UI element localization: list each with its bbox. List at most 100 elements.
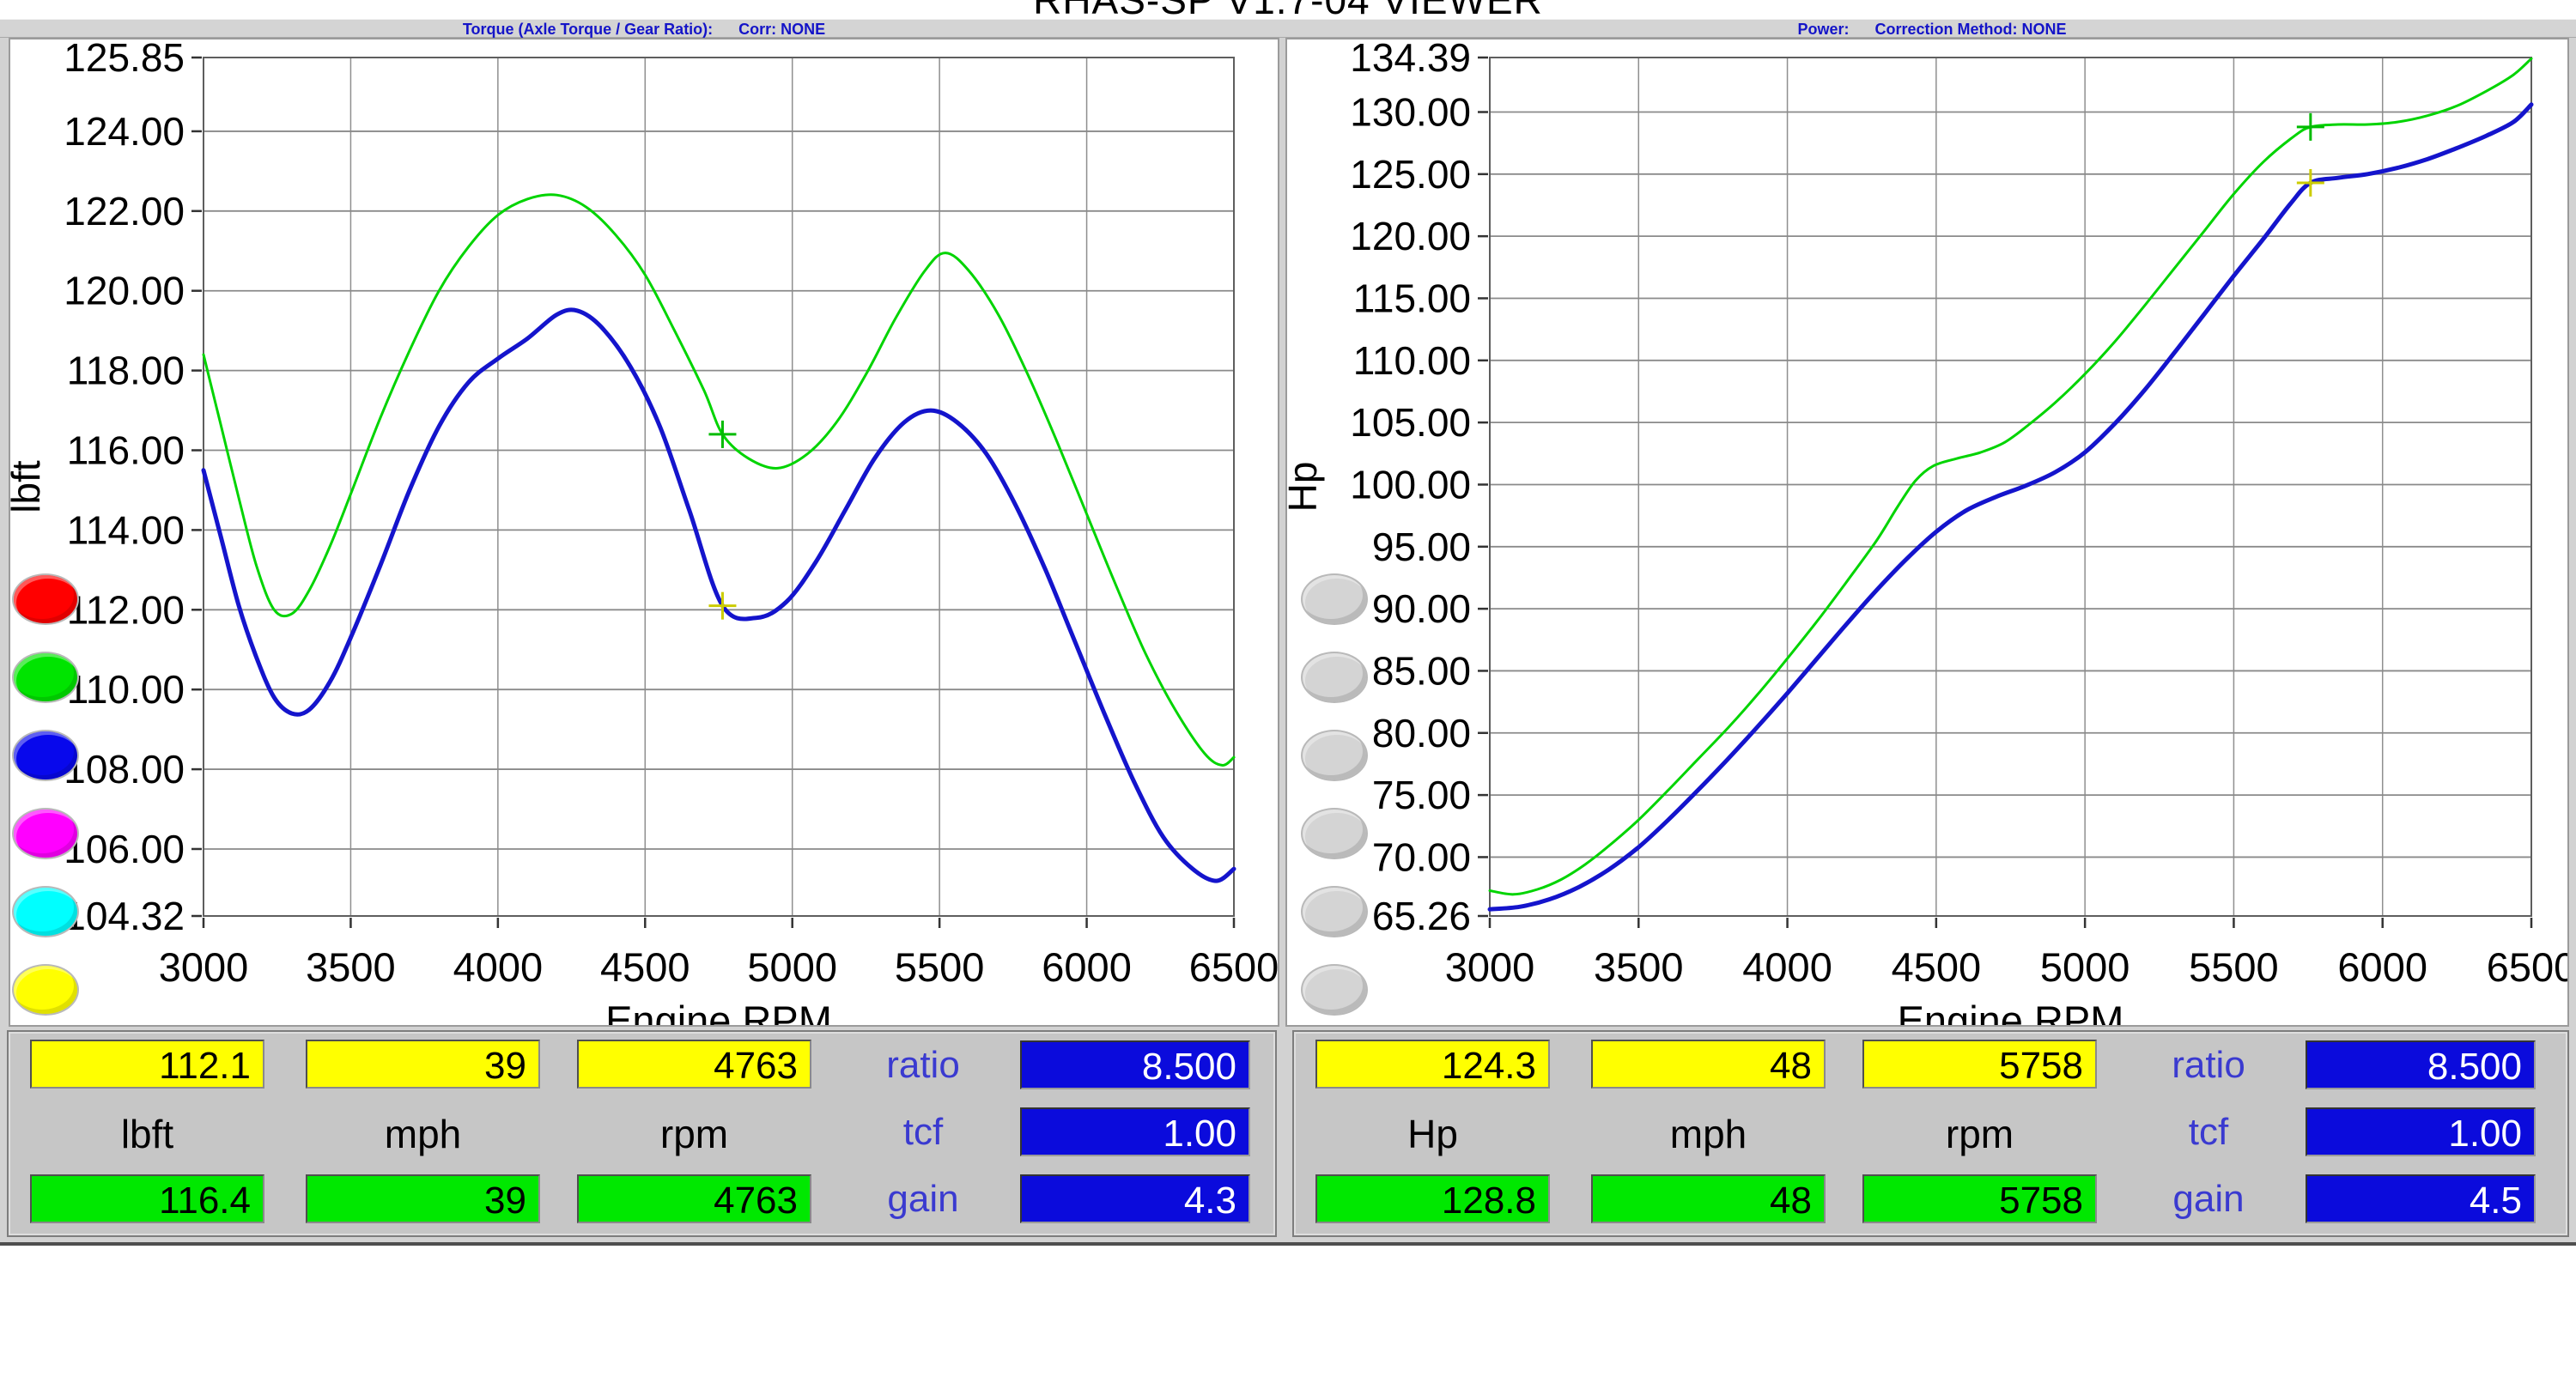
svg-text:4000: 4000: [1742, 944, 1832, 990]
run2-torque-value: 116.4: [30, 1174, 264, 1223]
svg-text:95.00: 95.00: [1372, 525, 1471, 569]
tcf-label: tcf: [902, 1111, 944, 1153]
gain-label: gain: [887, 1178, 959, 1220]
run-gray-button-4[interactable]: [1301, 886, 1368, 937]
unit-mph: mph: [1669, 1112, 1747, 1156]
torque-correction-label: Torque (Axle Torque / Gear Ratio): Corr:…: [462, 21, 826, 38]
torque-chart-plot[interactable]: 125.85 124.00 122.00 120.00 118.00 116.00 114.…: [10, 39, 1278, 1025]
svg-text:120.00: 120.00: [1350, 214, 1471, 258]
svg-text:115.00: 115.00: [1353, 276, 1471, 320]
run2-rpm-value: 5758: [1862, 1174, 2097, 1223]
run-color-button-4[interactable]: [12, 886, 79, 937]
run2-mph-value: 39: [306, 1174, 540, 1223]
svg-text:5000: 5000: [2040, 944, 2130, 990]
svg-text:112.00: 112.00: [67, 587, 185, 632]
run-color-button-1[interactable]: [12, 652, 79, 703]
torque-readout-panel: 112.1 39 4763 lbft mph rpm 116.4 39 4763…: [7, 1030, 1277, 1237]
run-color-button-0[interactable]: [12, 573, 79, 625]
svg-text:114.00: 114.00: [67, 507, 185, 552]
power-chart-plot[interactable]: 134.39 130.00 125.00 120.00 115.00 110.00 105.…: [1287, 39, 2567, 1025]
power-correction-label: Power: Correction Method: NONE: [1797, 21, 2067, 38]
svg-text:118.00: 118.00: [67, 349, 185, 393]
svg-text:130.00: 130.00: [1350, 90, 1471, 135]
unit-lbft: lbft: [120, 1112, 174, 1156]
tcf-value[interactable]: 1.00: [1020, 1107, 1250, 1156]
svg-text:120.00: 120.00: [64, 269, 185, 313]
svg-text:4000: 4000: [453, 944, 544, 990]
svg-text:5500: 5500: [895, 944, 985, 990]
svg-text:108.00: 108.00: [64, 747, 185, 792]
run-gray-button-0[interactable]: [1301, 573, 1368, 625]
svg-text:3500: 3500: [306, 944, 396, 990]
svg-text:125.00: 125.00: [1350, 152, 1471, 197]
svg-text:75.00: 75.00: [1372, 773, 1471, 817]
run2-hp-value: 128.8: [1315, 1174, 1550, 1223]
svg-text:4500: 4500: [1892, 944, 1982, 990]
window-title: RHAS-SP V1.7-04 VIEWER: [0, 0, 2576, 19]
svg-text:124.00: 124.00: [64, 109, 185, 154]
cursor-hp-value: 124.3: [1315, 1040, 1550, 1089]
svg-text:80.00: 80.00: [1372, 711, 1471, 755]
run-color-button-5[interactable]: [12, 964, 79, 1016]
gain-value[interactable]: 4.5: [2306, 1174, 2536, 1223]
run-gray-button-2[interactable]: [1301, 730, 1368, 781]
svg-text:134.39: 134.39: [1350, 39, 1471, 80]
svg-text:105.00: 105.00: [1350, 400, 1471, 445]
svg-text:70.00: 70.00: [1372, 834, 1471, 879]
cursor-rpm-value: 4763: [577, 1040, 811, 1089]
subheader-bar: Torque (Axle Torque / Gear Ratio): Corr:…: [0, 19, 2576, 38]
cursor-rpm-value: 5758: [1862, 1040, 2097, 1089]
svg-text:3500: 3500: [1594, 944, 1684, 990]
svg-text:106.00: 106.00: [64, 827, 185, 871]
gain-value[interactable]: 4.3: [1020, 1174, 1250, 1223]
svg-text:122.00: 122.00: [64, 189, 185, 234]
svg-text:85.00: 85.00: [1372, 648, 1471, 693]
svg-text:Engine RPM: Engine RPM: [605, 998, 832, 1025]
svg-text:6500: 6500: [1189, 944, 1278, 990]
tcf-label: tcf: [2188, 1111, 2229, 1153]
svg-text:6000: 6000: [2337, 944, 2427, 990]
svg-text:3000: 3000: [1445, 944, 1535, 990]
power-chart[interactable]: 134.39 130.00 125.00 120.00 115.00 110.00 105.…: [1285, 38, 2569, 1027]
ratio-value[interactable]: 8.500: [2306, 1040, 2536, 1089]
run-gray-button-5[interactable]: [1301, 964, 1368, 1016]
gain-label: gain: [2172, 1178, 2245, 1220]
ratio-label: ratio: [2172, 1044, 2245, 1086]
run-gray-button-3[interactable]: [1301, 808, 1368, 859]
title-strip: RHAS-SP V1.7-04 VIEWER: [0, 0, 2576, 19]
svg-text:110.00: 110.00: [1353, 338, 1471, 383]
svg-text:104.32: 104.32: [64, 894, 185, 938]
cursor-torque-value: 112.1: [30, 1040, 264, 1089]
cursor-mph-value: 39: [306, 1040, 540, 1089]
unit-mph: mph: [384, 1112, 462, 1156]
svg-text:3000: 3000: [159, 944, 249, 990]
run-gray-button-1[interactable]: [1301, 652, 1368, 703]
run-color-button-2[interactable]: [12, 730, 79, 781]
svg-text:5500: 5500: [2189, 944, 2279, 990]
footer-bar: HP S PERFORMANCE PRODUCTS Folder hps_12f…: [0, 1242, 2576, 1389]
torque-chart[interactable]: 125.85 124.00 122.00 120.00 118.00 116.00 114.…: [9, 38, 1279, 1027]
svg-text:116.00: 116.00: [67, 428, 185, 473]
svg-text:lbft: lbft: [10, 460, 48, 513]
svg-text:110.00: 110.00: [67, 667, 185, 712]
cursor-mph-value: 48: [1591, 1040, 1826, 1089]
svg-text:5000: 5000: [747, 944, 837, 990]
unit-hp: Hp: [1407, 1112, 1458, 1156]
svg-text:100.00: 100.00: [1350, 462, 1471, 506]
svg-text:6500: 6500: [2487, 944, 2567, 990]
run2-mph-value: 48: [1591, 1174, 1826, 1223]
svg-text:90.00: 90.00: [1372, 586, 1471, 631]
svg-text:6000: 6000: [1042, 944, 1132, 990]
ratio-value[interactable]: 8.500: [1020, 1040, 1250, 1089]
svg-text:Hp: Hp: [1287, 462, 1325, 513]
tcf-value[interactable]: 1.00: [2306, 1107, 2536, 1156]
svg-text:4500: 4500: [600, 944, 690, 990]
unit-rpm: rpm: [1945, 1112, 2014, 1156]
power-readout-panel: 124.3 48 5758 Hp mph rpm 128.8 48 5758 r…: [1292, 1030, 2569, 1237]
svg-text:125.85: 125.85: [64, 39, 185, 80]
svg-text:65.26: 65.26: [1372, 894, 1471, 938]
ratio-label: ratio: [886, 1044, 960, 1086]
svg-text:Engine RPM: Engine RPM: [1898, 998, 2124, 1025]
run-color-button-3[interactable]: [12, 808, 79, 859]
